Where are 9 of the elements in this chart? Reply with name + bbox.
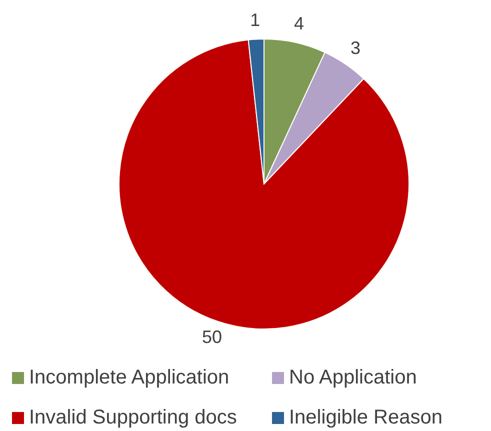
legend-label: Incomplete Application: [29, 366, 230, 388]
legend-label: Invalid Supporting docs: [29, 406, 237, 428]
data-label: 4: [294, 14, 304, 34]
legend-label: Ineligible Reason: [289, 406, 442, 428]
data-label: 50: [202, 327, 222, 348]
data-label: 1: [250, 10, 260, 30]
pie-slice: [118, 39, 410, 330]
legend-label: No Application: [289, 366, 417, 388]
data-label: 3: [350, 38, 360, 58]
